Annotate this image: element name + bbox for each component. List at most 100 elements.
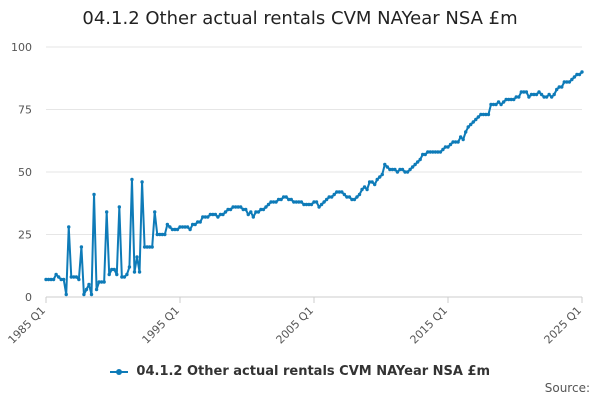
- data-point: [433, 150, 438, 154]
- chart-title: 04.1.2 Other actual rentals CVM NAYear N…: [82, 8, 518, 29]
- data-point: [522, 90, 526, 94]
- data-point: [345, 195, 349, 199]
- data-point: [254, 210, 258, 214]
- legend[interactable]: 04.1.2 Other actual rentals CVM NAYear N…: [0, 364, 600, 379]
- data-point: [547, 92, 551, 97]
- data-point: [289, 197, 293, 202]
- data-point: [216, 215, 220, 219]
- data-point: [413, 162, 417, 167]
- data-point: [208, 212, 213, 217]
- data-point: [398, 167, 402, 172]
- data-point: [408, 167, 412, 172]
- data-point: [441, 147, 445, 152]
- data-point: [453, 140, 458, 144]
- data-point: [309, 202, 314, 207]
- data-point: [491, 102, 496, 107]
- data-point: [97, 280, 101, 284]
- data-point: [405, 170, 410, 174]
- data-point: [560, 85, 564, 89]
- data-point: [456, 140, 460, 144]
- data-point: [312, 200, 316, 204]
- data-point: [575, 72, 579, 77]
- data-point: [115, 272, 119, 277]
- data-point: [261, 207, 266, 212]
- data-point: [158, 232, 162, 237]
- data-point: [281, 195, 286, 199]
- data-point: [415, 160, 420, 164]
- data-point: [185, 225, 190, 229]
- y-tick-label: 50: [18, 166, 32, 179]
- data-point: [555, 87, 559, 92]
- data-point: [335, 190, 339, 194]
- data-point: [67, 225, 71, 229]
- data-point: [565, 80, 569, 84]
- data-point: [481, 112, 486, 117]
- data-point: [562, 80, 566, 84]
- data-point: [233, 205, 238, 209]
- data-point: [337, 190, 341, 194]
- data-point: [307, 202, 311, 207]
- data-point: [504, 97, 508, 102]
- data-point: [383, 162, 387, 167]
- data-point: [223, 210, 228, 214]
- data-point: [266, 202, 271, 207]
- data-point: [69, 275, 73, 279]
- data-point: [466, 125, 470, 129]
- data-point: [428, 150, 432, 154]
- data-point: [178, 225, 182, 229]
- data-point: [51, 277, 56, 282]
- x-tick-label: 2005 Q1: [274, 304, 317, 347]
- data-point: [436, 150, 440, 154]
- data-point: [395, 170, 400, 174]
- data-point: [385, 165, 390, 169]
- data-point: [236, 205, 240, 209]
- data-point: [461, 137, 465, 142]
- y-tick-label: 25: [18, 229, 32, 242]
- data-point: [198, 220, 202, 224]
- data-point: [317, 205, 321, 209]
- data-point: [264, 205, 268, 209]
- data-point: [188, 227, 192, 232]
- data-point: [150, 245, 154, 249]
- data-point: [276, 197, 281, 202]
- data-point: [142, 245, 147, 249]
- data-point: [269, 200, 273, 204]
- data-point: [244, 207, 248, 212]
- data-point: [423, 152, 427, 157]
- data-point: [464, 130, 468, 134]
- data-point: [362, 185, 367, 189]
- y-axis: 0 25 50 75 100: [11, 41, 32, 304]
- legend-label: 04.1.2 Other actual rentals CVM NAYear N…: [136, 364, 491, 379]
- data-point: [201, 215, 205, 219]
- data-point: [357, 192, 362, 197]
- data-point: [122, 275, 127, 279]
- grid-lines: [46, 46, 582, 298]
- x-tick-label: 1985 Q1: [6, 304, 49, 347]
- data-point: [297, 200, 301, 204]
- data-point: [287, 197, 291, 202]
- data-point: [577, 72, 582, 77]
- data-point: [231, 205, 235, 209]
- data-point: [271, 200, 276, 204]
- data-point: [319, 202, 324, 207]
- data-point: [486, 112, 491, 117]
- data-point: [446, 145, 450, 149]
- data-point: [175, 227, 180, 232]
- data-point: [155, 232, 159, 237]
- data-point: [46, 277, 51, 282]
- data-point: [203, 215, 207, 219]
- data-point: [226, 207, 230, 212]
- data-point: [299, 200, 304, 204]
- data-point: [330, 195, 334, 199]
- data-point: [228, 207, 233, 212]
- data-point: [360, 187, 364, 192]
- data-point: [79, 245, 84, 249]
- data-point: [259, 207, 263, 212]
- data-point: [279, 197, 283, 202]
- data-point: [552, 92, 556, 97]
- data-point: [104, 210, 109, 214]
- data-point: [251, 215, 256, 219]
- data-point: [517, 95, 521, 99]
- data-point: [292, 200, 296, 204]
- data-point: [302, 202, 306, 207]
